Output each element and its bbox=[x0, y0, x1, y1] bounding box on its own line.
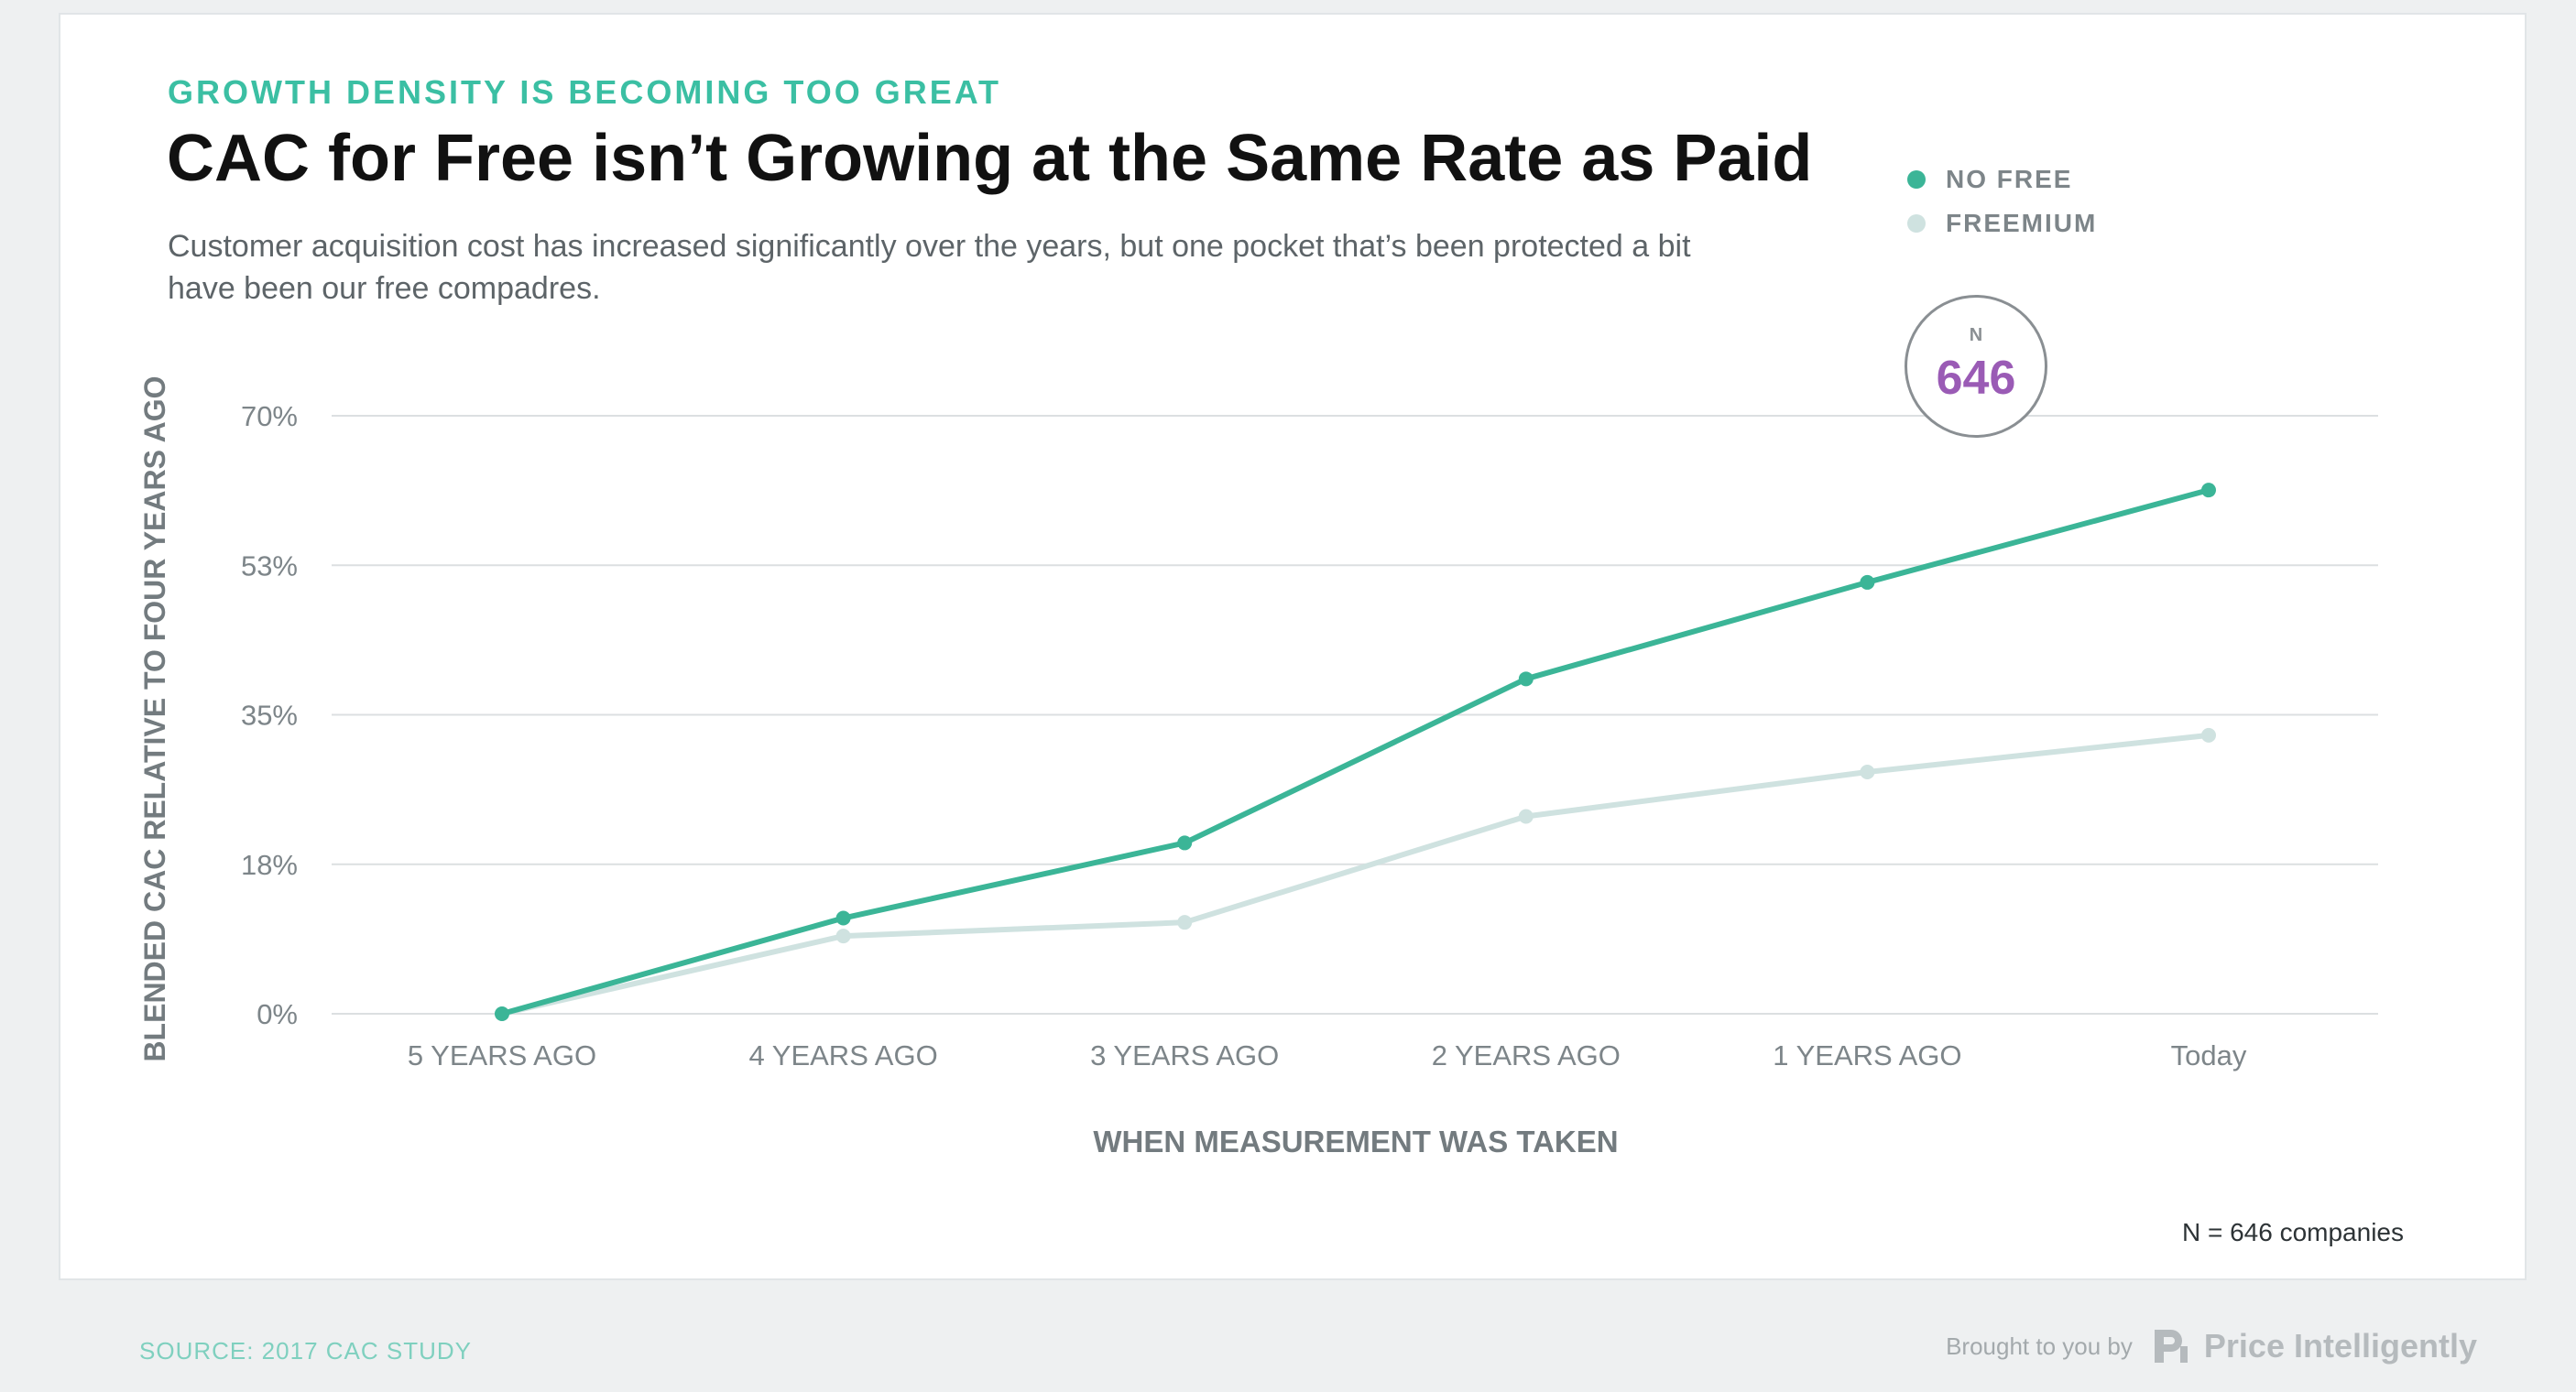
data-point-freemium bbox=[1860, 765, 1875, 780]
data-point-no-free bbox=[1177, 835, 1193, 851]
legend-no-free-label: NO FREE bbox=[1946, 165, 2073, 193]
x-tick-label: 2 YEARS AGO bbox=[1432, 1039, 1621, 1071]
legend-freemium-dot-icon bbox=[1907, 214, 1926, 233]
legend-item-no-free: NO FREE bbox=[1907, 161, 2072, 198]
source-note: SOURCE: 2017 CAC STUDY bbox=[139, 1337, 472, 1365]
sample-size-badge-label: N bbox=[1969, 325, 1983, 345]
x-axis-title: WHEN MEASUREMENT WAS TAKEN bbox=[1093, 1125, 1618, 1158]
x-tick-label: 1 YEARS AGO bbox=[1773, 1039, 1961, 1071]
legend-freemium-label: FREEMIUM bbox=[1946, 209, 2098, 237]
x-tick-label: Today bbox=[2171, 1039, 2247, 1071]
brand-credit: Brought to you by Price Intelligently bbox=[1946, 1319, 2477, 1374]
data-point-no-free bbox=[1860, 574, 1875, 590]
data-point-no-free bbox=[495, 1006, 509, 1021]
series-line-freemium bbox=[499, 732, 2211, 1017]
price-intelligently-logo-icon bbox=[2154, 1330, 2188, 1363]
data-point-no-free bbox=[1518, 671, 1534, 687]
x-tick-label: 3 YEARS AGO bbox=[1090, 1039, 1279, 1071]
x-tick-label: 4 YEARS AGO bbox=[748, 1039, 937, 1071]
chart-title: CAC for Free isn’t Growing at the Same R… bbox=[167, 122, 1813, 195]
y-tick-label: 35% bbox=[241, 700, 298, 732]
data-point-freemium bbox=[1518, 809, 1534, 824]
sample-size-note: N = 646 companies bbox=[2181, 1218, 2404, 1246]
y-axis-title: BLENDED CAC RELATIVE TO FOUR YEARS AGO bbox=[138, 375, 171, 1061]
series-line-no-free bbox=[499, 487, 2211, 1017]
data-point-freemium bbox=[1177, 915, 1193, 930]
y-tick-label: 0% bbox=[257, 998, 298, 1030]
data-point-freemium bbox=[2201, 727, 2216, 743]
y-tick-label: 70% bbox=[241, 400, 298, 432]
chart-subtitle: Customer acquisition cost has increased … bbox=[168, 229, 1691, 306]
data-point-no-free bbox=[835, 910, 851, 926]
sample-size-badge-value: 646 bbox=[1936, 352, 2016, 405]
y-tick-label: 53% bbox=[241, 549, 298, 582]
brand-name: Price Intelligently bbox=[2203, 1327, 2477, 1365]
sample-size-badge: N 646 bbox=[1905, 295, 2047, 438]
data-point-no-free bbox=[2201, 483, 2216, 498]
legend-no-free-dot-icon bbox=[1907, 170, 1926, 189]
y-tick-label: 18% bbox=[241, 849, 298, 881]
chart-card bbox=[59, 13, 2527, 1280]
legend-item-freemium: FREEMIUM bbox=[1907, 205, 2097, 242]
eyebrow-heading: GROWTH DENSITY IS BECOMING TOO GREAT bbox=[168, 73, 1002, 111]
brand-prefix: Brought to you by bbox=[1946, 1332, 2133, 1360]
x-tick-label: 5 YEARS AGO bbox=[408, 1039, 596, 1071]
data-point-freemium bbox=[835, 929, 851, 944]
